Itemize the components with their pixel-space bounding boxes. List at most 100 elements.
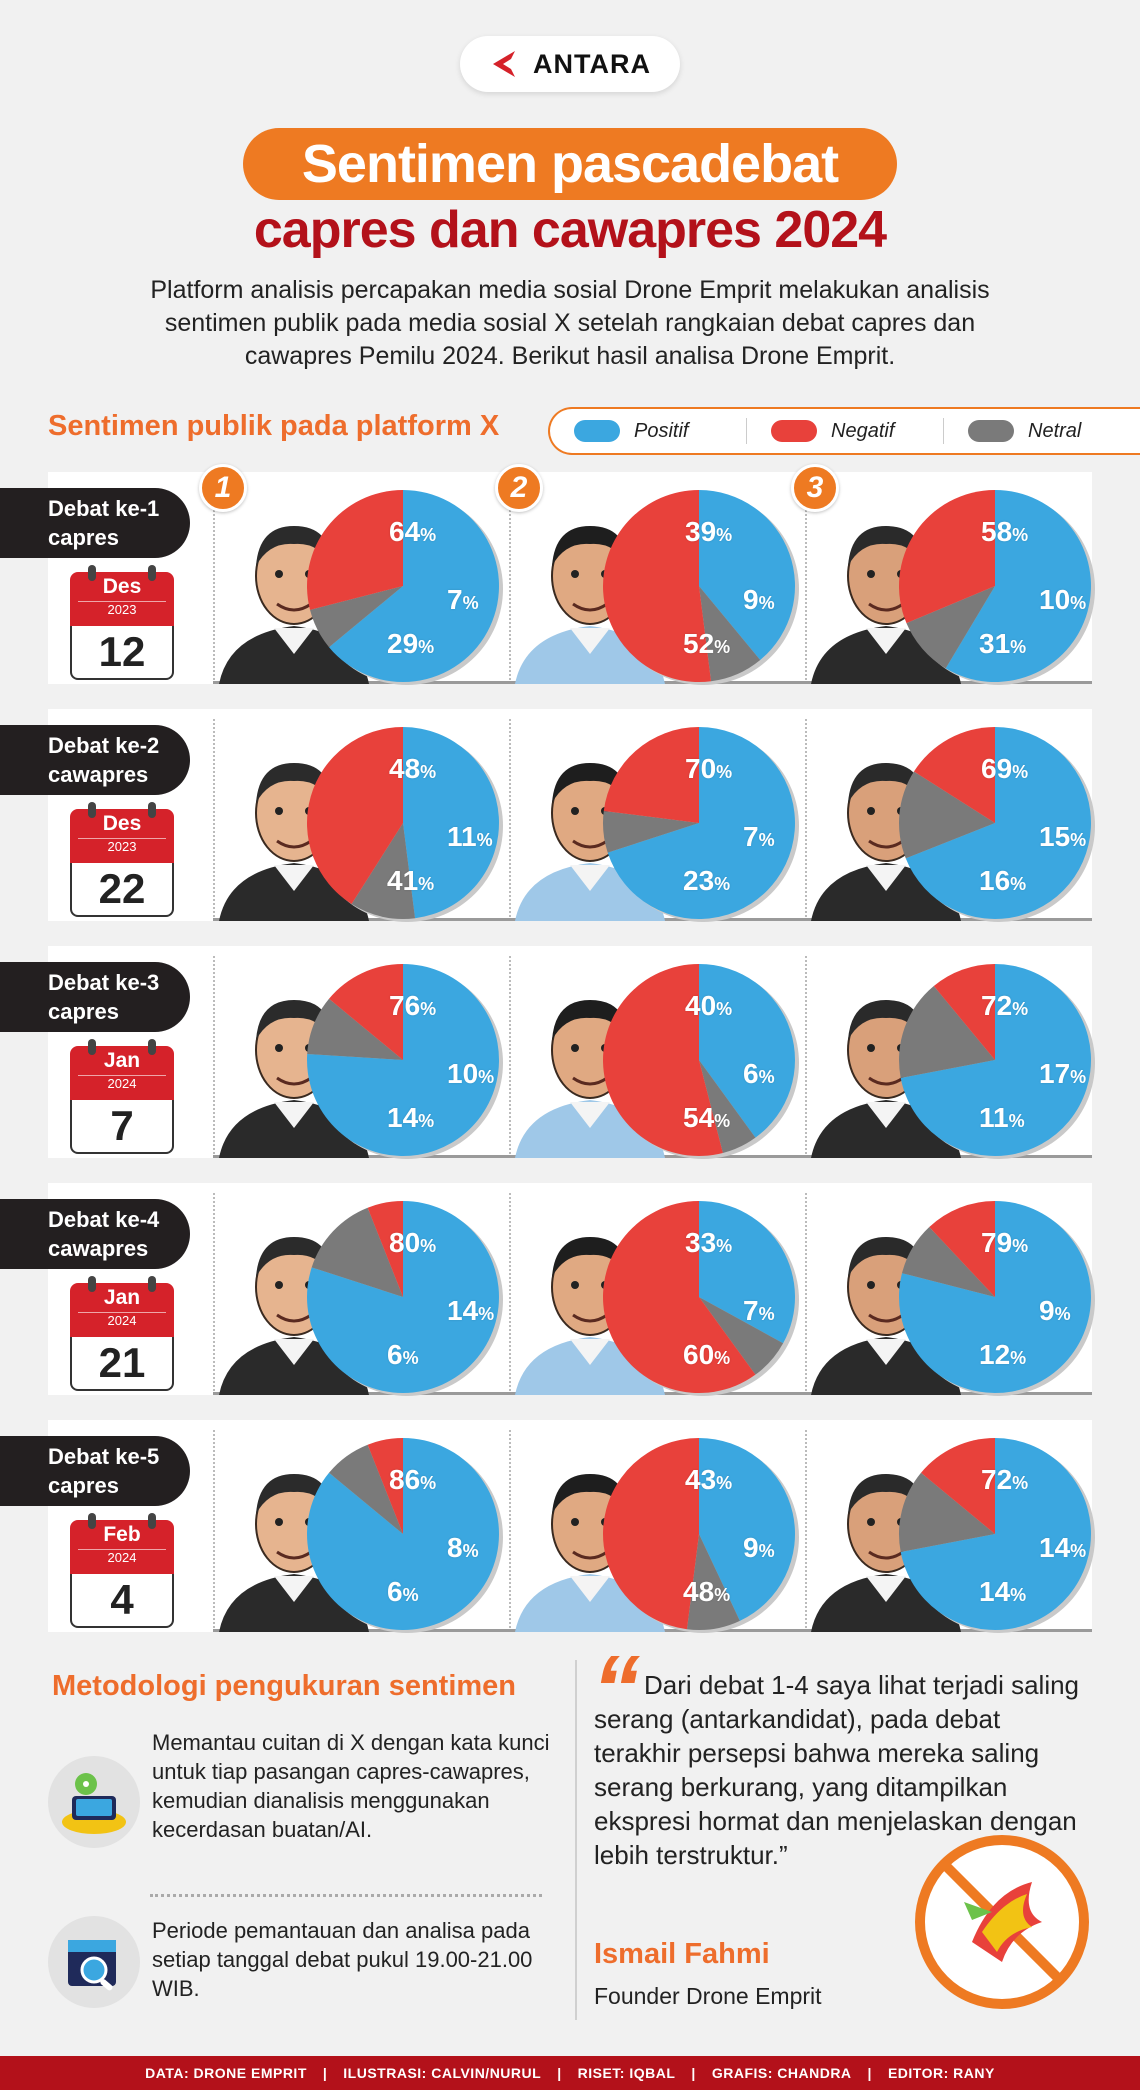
pie-slice-negatif [603,964,723,1156]
cell-divider [805,482,807,680]
calendar-ring [88,802,96,818]
calendar-header: Des 2023 [70,572,174,626]
cell-divider [213,956,215,1154]
cell-divider [213,1193,215,1391]
page-subtitle: capres dan cawapres 2024 [253,201,887,259]
quote-author: Ismail Fahmi [594,1938,770,1970]
pie-slice-positif [329,490,499,682]
pie-label-negatif: 31% [979,628,1027,659]
pie-label-netral: 7% [743,1295,775,1326]
calendar-ring [148,565,156,581]
pie-label-netral: 8% [447,1532,479,1563]
calendar-year: 2023 [78,838,166,855]
pie-label-netral: 7% [447,584,479,615]
calendar-month: Des [102,575,142,598]
candidate-number-badge: 2 [495,464,543,512]
pie-label-negatif: 14% [387,1102,435,1133]
candidate-number-badge: 3 [791,464,839,512]
credit-grafis: GRAFIS: CHANDRA [711,2065,852,2081]
pie-label-netral: 10% [1039,584,1087,615]
pie-slice-netral [699,586,761,682]
pie-slice-netral [899,771,995,859]
pie-label-positif: 70% [685,753,733,784]
cell-divider [213,719,215,917]
candidate-cell: 76% 10% 14% [213,952,503,1159]
credit-ilustrasi: ILUSTRASI: CALVIN/NURUL [343,2065,542,2081]
sentiment-pie-chart [307,964,503,1159]
pie-slice-netral [310,586,403,648]
cell-divider [509,1430,511,1628]
calendar-icon: Jan 2024 7 [70,1039,174,1154]
pie-label-netral: 11% [447,821,493,852]
pie-label-negatif: 12% [979,1339,1027,1370]
legend-item-netral: Netral [944,418,1140,444]
methodology-item-2: Periode pemantauan dan analisa pada seti… [152,1918,533,2001]
pie-label-negatif: 23% [683,865,731,896]
pie-slice-positif [699,490,795,660]
debate-number: Debat ke-2 [48,733,160,758]
cell-divider [805,1193,807,1391]
pie-label-negatif: 11% [979,1102,1025,1133]
pie-slice-netral [603,810,699,853]
pie-slice-negatif [913,727,995,823]
pie-slice-netral [899,1472,995,1552]
sentiment-pie-chart [603,727,799,922]
credit-riset: RISET: IQBAL [577,2065,676,2081]
legend-item-negatif: Negatif [747,418,944,444]
positif-swatch [574,420,620,442]
candidate-cell: 40% 6% 54% [509,952,799,1159]
pie-slice-negatif [367,1201,403,1297]
pie-slice-negatif [603,1201,756,1393]
calendar-ring [148,1039,156,1055]
calendar-ring [148,802,156,818]
calendar-ring [148,1513,156,1529]
pie-label-negatif: 16% [979,865,1027,896]
pie-slice-negatif [367,1438,403,1534]
sentiment-pie-chart [603,1201,799,1396]
calendar-year: 2024 [78,1075,166,1092]
debate-number: Debat ke-4 [48,1207,160,1232]
pie-slice-netral [329,1444,403,1534]
pie-slice-positif [699,1438,795,1621]
calendar-ring [88,1039,96,1055]
sentiment-pie-chart [899,1201,1095,1396]
calendar-icon: Des 2023 12 [70,565,174,680]
candidate-cell: 39% 9% 52% [509,478,799,685]
cell-divider [509,1193,511,1391]
pie-label-negatif: 54% [683,1102,731,1133]
pie-label-netral: 9% [743,1532,775,1563]
calendar-month: Jan [103,1286,141,1309]
cell-divider [509,956,511,1154]
pie-label-negatif: 52% [683,628,731,659]
candidate-cell: 80% 14% 6% [213,1189,503,1396]
candidate-cell: 86% 8% 6% [213,1426,503,1633]
pie-slice-negatif [603,727,699,823]
cell-divider [509,482,511,680]
cell-divider [213,1430,215,1628]
legend-label: Negatif [831,419,895,442]
pie-slice-netral [311,1207,403,1297]
title-pill: Sentimen pascadebat [243,128,897,200]
calendar-ring [88,565,96,581]
pie-slice-netral [351,823,416,919]
pie-label-netral: 10% [447,1058,495,1089]
intro-text: Platform analisis percapakan media sosia… [150,276,990,370]
pie-label-negatif: 6% [387,1576,419,1607]
sentiment-pie-chart [899,1438,1095,1633]
calendar-month: Jan [103,1049,141,1072]
logo-text: ANTARA [533,48,651,79]
pie-slice-netral [899,986,995,1078]
drone-emprit-logo-icon [912,1832,1092,2017]
sentiment-pie-chart [307,1201,503,1396]
quote-divider [575,1660,577,2020]
pie-slice-negatif [603,490,712,682]
pie-slice-negatif [933,964,995,1060]
cell-divider [805,956,807,1154]
calendar-month: Des [102,812,142,835]
calendar-year: 2024 [78,1312,166,1329]
legend-label: Netral [1028,419,1082,442]
debate-label: Debat ke-2 cawapres [0,725,190,795]
pie-label-netral: 9% [1039,1295,1071,1326]
pie-slice-netral [686,1534,740,1630]
debate-label: Debat ke-5 capres [0,1436,190,1506]
